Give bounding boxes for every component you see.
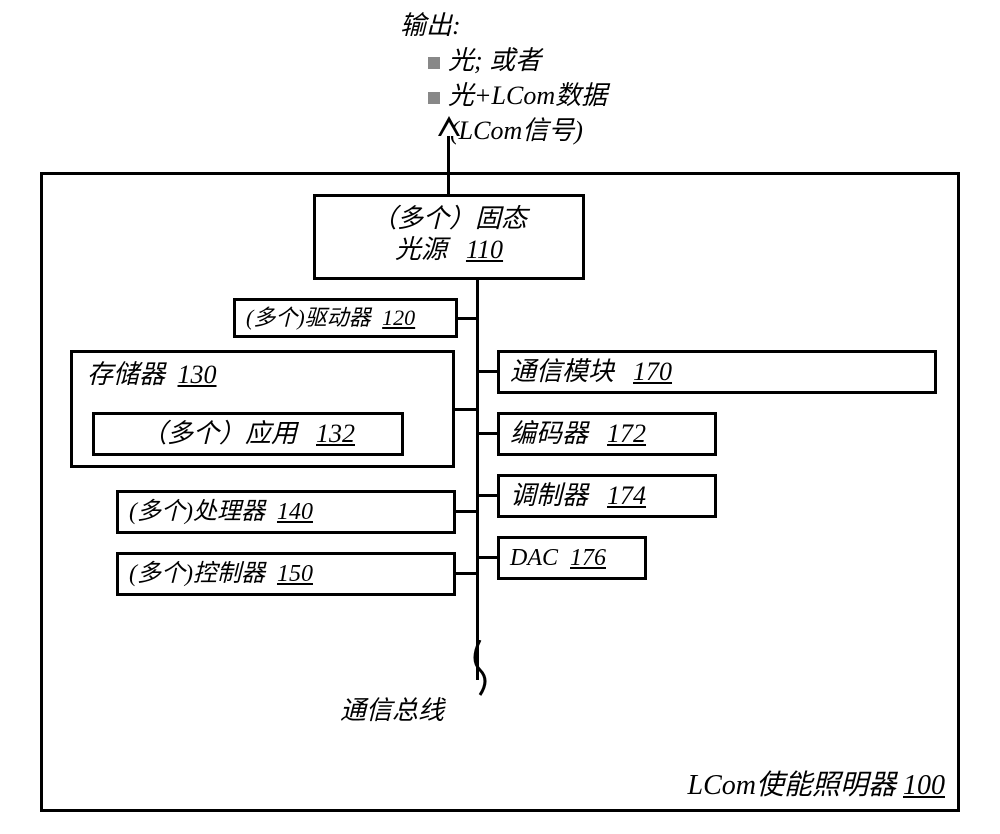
output-sub: (LCom信号) [400, 113, 607, 148]
bullet-icon [428, 92, 440, 104]
bus-label: 通信总线 [340, 690, 444, 727]
block-drivers: (多个)驱动器 120 [233, 298, 458, 338]
output-annotation: 输出: 光; 或者 光+LCom数据 (LCom信号) [400, 8, 607, 148]
block-apps: （多个）应用 132 [92, 412, 404, 456]
connector [478, 432, 498, 435]
block-light-source: （多个）固态 光源 110 [313, 194, 585, 280]
block-comm-module: 通信模块 170 [497, 350, 937, 394]
output-title: 输出: [400, 8, 607, 43]
block-controllers: (多个)控制器 150 [116, 552, 456, 596]
connector [458, 317, 478, 320]
bus-line [476, 280, 479, 680]
diagram-canvas: 输出: 光; 或者 光+LCom数据 (LCom信号) LCom使能照明器 10… [0, 0, 1000, 834]
output-item-1: 光; 或者 [400, 43, 607, 78]
arrow-head-inner [441, 122, 457, 136]
block-processors: (多个)处理器 140 [116, 490, 456, 534]
connector [478, 556, 498, 559]
block-modulator: 调制器 174 [497, 474, 717, 518]
connector [478, 494, 498, 497]
output-item-2: 光+LCom数据 [400, 78, 607, 113]
container-label: LCom使能照明器 100 [688, 763, 945, 803]
bus-curve-icon [460, 640, 500, 700]
bullet-icon [428, 57, 440, 69]
connector [456, 510, 478, 513]
connector [455, 408, 478, 411]
connector [478, 370, 498, 373]
connector [456, 572, 478, 575]
block-encoder: 编码器 172 [497, 412, 717, 456]
block-dac: DAC 176 [497, 536, 647, 580]
